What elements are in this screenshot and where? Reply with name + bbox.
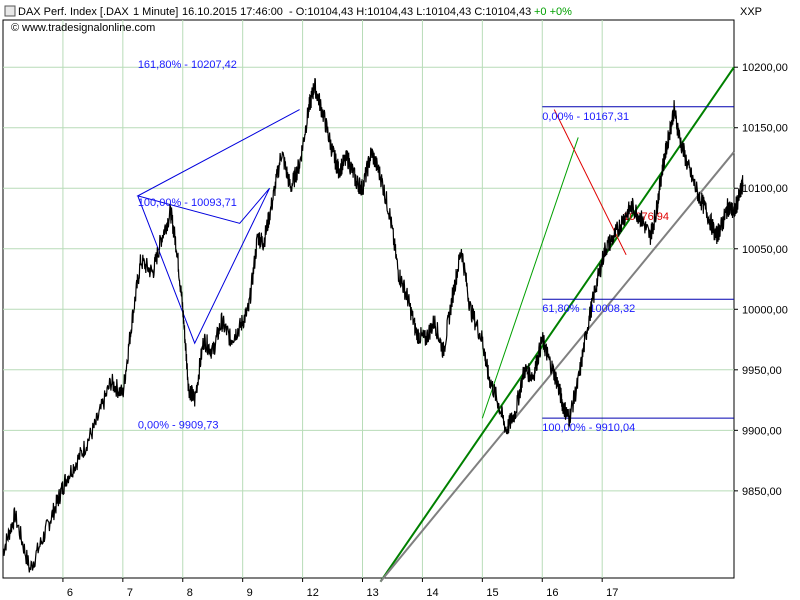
y-tick-label: 10050,00 — [742, 244, 788, 256]
x-axis: 6 7 8 9 12 13 14 15 16 17 — [62, 578, 618, 599]
axis-label: XXP — [740, 6, 762, 18]
gray-trendline — [379, 151, 735, 583]
y-axis: 9850,00 9900,00 9950,00 10000,00 10050,00 101… — [734, 62, 788, 498]
datetime: 16.10.2015 17:46:00 — [182, 6, 283, 18]
y-tick-label: 10100,00 — [742, 183, 788, 195]
x-tick-label: 16 — [546, 587, 558, 599]
y-tick-label: 9950,00 — [742, 365, 782, 377]
abc-pattern-line — [136, 109, 300, 345]
y-tick-label: 10000,00 — [742, 304, 788, 316]
thin_green-trendline — [481, 137, 579, 419]
x-tick-label: 12 — [307, 587, 319, 599]
fib-level-label: 0,00% - 9909,73 — [138, 420, 219, 432]
instrument-name: DAX Perf. Index [.DAX — [18, 6, 129, 18]
fib-level-label: 61,80% - 10008,32 — [542, 303, 635, 315]
copyright-icon: © — [11, 22, 19, 34]
y-tick-label: 10150,00 — [742, 123, 788, 135]
price-line — [2, 78, 744, 573]
price-series — [2, 78, 744, 573]
red-trend-label: 10076,94 — [623, 211, 669, 223]
change-value: +0 +0% — [534, 6, 572, 18]
y-tick-label: 9850,00 — [742, 486, 782, 498]
y-tick-label: 9900,00 — [742, 425, 782, 437]
source-url: www.tradesignalonline.com — [21, 22, 155, 34]
x-tick-label: 17 — [606, 587, 618, 599]
x-tick-label: 9 — [247, 587, 253, 599]
fib-level-label: 100,00% - 9910,04 — [542, 422, 635, 434]
fib-level-label: 161,80% - 10207,42 — [138, 59, 237, 71]
chart-header: DAX Perf. Index [.DAX 1 Minute] 16.10.20… — [4, 5, 762, 34]
interval: 1 Minute] — [133, 6, 178, 18]
green-trendline — [379, 66, 735, 583]
ohlc-values: - O:10104,43 H:10104,43 L:10104,43 C:101… — [289, 6, 531, 18]
x-tick-label: 14 — [426, 587, 438, 599]
x-tick-label: 7 — [127, 587, 133, 599]
menu-icon[interactable] — [4, 5, 16, 17]
fib-level-label: 0,00% - 10167,31 — [542, 111, 629, 123]
y-tick-label: 10200,00 — [742, 62, 788, 74]
x-tick-label: 8 — [187, 587, 193, 599]
x-tick-label: 15 — [486, 587, 498, 599]
fib-level-label: 100,00% - 10093,71 — [138, 197, 237, 209]
x-tick-label: 13 — [367, 587, 379, 599]
x-tick-label: 6 — [67, 587, 73, 599]
